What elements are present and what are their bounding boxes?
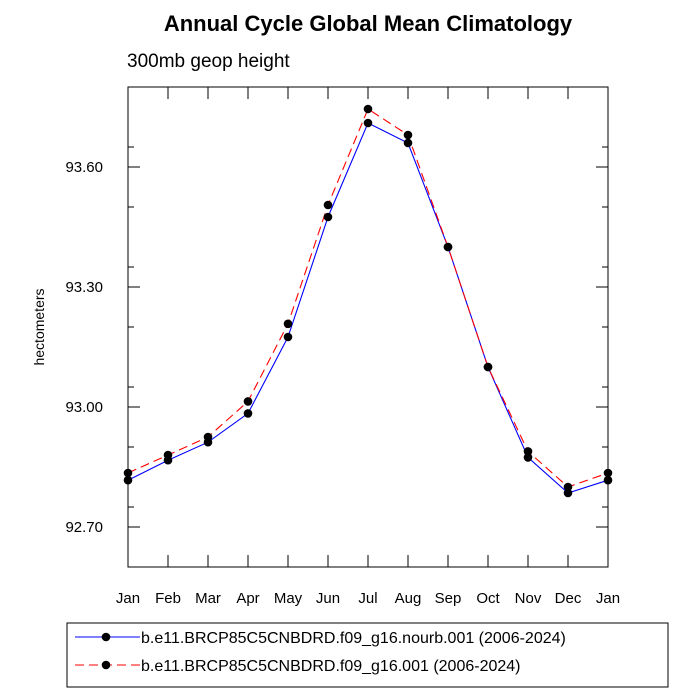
data-point	[363, 118, 373, 128]
x-tick-label: Jun	[316, 590, 340, 607]
legend-label-2: b.e11.BRCP85C5CNBDRD.f09_g16.001 (2006-2…	[141, 658, 520, 675]
y-tick-label: 93.30	[65, 279, 103, 296]
x-tick-label: Jan	[596, 590, 620, 607]
series-line-2	[127, 108, 609, 488]
y-tick-label: 93.60	[65, 159, 103, 176]
x-tick-label: Nov	[515, 590, 542, 607]
x-tick-label: Jan	[116, 590, 140, 607]
y-tick-labels: 92.70 93.00 93.30 93.60	[65, 159, 103, 536]
data-point	[403, 130, 413, 140]
x-tick-label: Apr	[236, 590, 259, 607]
data-point	[203, 432, 213, 442]
x-tick-label: May	[274, 590, 303, 607]
y-axis-label: hectometers	[31, 288, 47, 365]
data-point	[403, 138, 413, 148]
chart-subtitle: 300mb geop height	[127, 51, 290, 72]
x-tick-label: Aug	[395, 590, 422, 607]
data-point	[363, 104, 373, 114]
data-point	[523, 453, 533, 462]
data-point	[243, 397, 253, 406]
data-point	[323, 212, 333, 222]
data-point	[563, 488, 573, 498]
legend-label-1: b.e11.BRCP85C5CNBDRD.f09_g16.nourb.001 (…	[141, 630, 566, 647]
legend-marker	[101, 660, 111, 670]
data-point	[443, 242, 453, 252]
x-tick-label: Oct	[476, 590, 500, 607]
legend-box	[66, 622, 669, 688]
data-point	[163, 450, 173, 460]
data-point	[123, 468, 133, 478]
data-point	[523, 447, 533, 456]
x-tick-label: Mar	[195, 590, 221, 607]
legend: b.e11.BRCP85C5CNBDRD.f09_g16.nourb.001 (…	[75, 630, 566, 675]
chart-title: Annual Cycle Global Mean Climatology	[164, 11, 573, 36]
plot-frame	[127, 86, 609, 568]
data-point	[483, 362, 493, 372]
data-point	[563, 482, 573, 492]
x-tick-labels: Jan Feb Mar Apr May Jun Jul Aug Sep Oct Nov Dec Jan	[116, 590, 620, 607]
x-tick-label: Feb	[155, 590, 181, 607]
series-line-1	[127, 122, 609, 494]
data-point	[603, 468, 613, 478]
data-point	[603, 475, 613, 485]
x-tick-label: Sep	[435, 590, 462, 607]
y-tick-label: 93.00	[65, 399, 103, 416]
series-layer	[127, 108, 609, 494]
x-tick-label: Dec	[555, 590, 582, 607]
legend-marker	[101, 632, 111, 642]
x-tick-label: Jul	[358, 590, 377, 607]
data-point	[243, 409, 253, 418]
axis-ticks	[127, 87, 609, 567]
data-point	[283, 319, 293, 329]
data-point	[283, 332, 293, 342]
marker-layer	[123, 104, 613, 498]
y-tick-label: 92.70	[65, 519, 103, 536]
data-point	[323, 200, 333, 210]
data-point	[123, 475, 133, 485]
